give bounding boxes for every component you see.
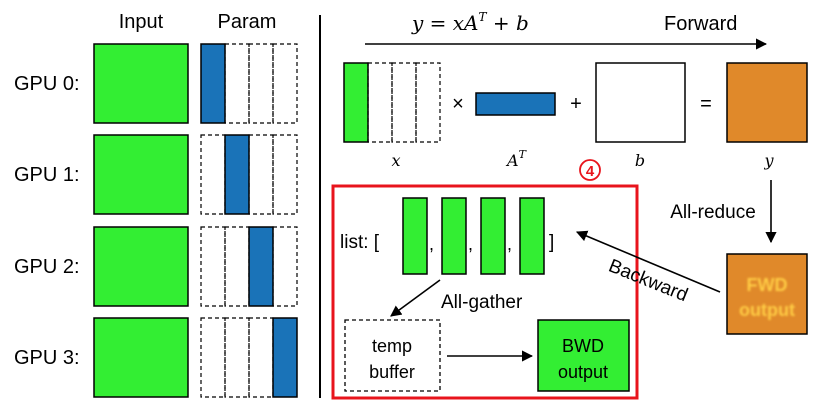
gpu-label: GPU 1: xyxy=(14,164,80,186)
param-slot xyxy=(224,43,250,124)
x-slot xyxy=(367,62,393,143)
forward-label: Forward xyxy=(664,13,737,35)
all-reduce-label: All-reduce xyxy=(670,202,756,223)
forward-equation: y = xAT + b xyxy=(411,10,529,35)
x-matrix xyxy=(343,62,441,143)
backward-highlight-box xyxy=(331,184,639,400)
temp-buffer-box xyxy=(344,319,441,392)
x-slot xyxy=(391,62,417,143)
input-header: Input xyxy=(119,11,164,33)
param-shard xyxy=(248,226,274,307)
y-label: y xyxy=(763,151,774,170)
all-gather-arrow xyxy=(390,279,441,317)
list-item xyxy=(519,197,545,275)
gpu-label: GPU 0: xyxy=(14,73,80,95)
b-label: b xyxy=(635,151,645,170)
at-label: AT xyxy=(505,148,528,170)
b-matrix xyxy=(595,62,686,143)
fwd-output-box xyxy=(726,253,808,335)
param-shard xyxy=(200,43,226,124)
x-shard-green xyxy=(343,62,369,143)
bwd-output-line2: output xyxy=(558,362,608,382)
list-suffix: ] xyxy=(549,232,554,253)
input-block xyxy=(93,43,189,124)
gpu-label: GPU 2: xyxy=(14,256,80,278)
gpu-row: GPU 3: xyxy=(14,317,298,398)
gpu-row: GPU 2: xyxy=(14,226,298,307)
list-item xyxy=(402,197,428,275)
param-slot xyxy=(272,226,298,307)
param-slot xyxy=(200,317,226,398)
bwd-output-box xyxy=(537,319,630,392)
list-prefix: list: [ xyxy=(340,232,380,253)
at-matrix xyxy=(475,92,556,116)
x-slot xyxy=(415,62,441,143)
backward-arrow xyxy=(575,230,721,293)
param-slot xyxy=(248,317,274,398)
param-shard xyxy=(224,134,250,215)
fwd-output-text: FWD output xyxy=(739,275,795,320)
input-block xyxy=(93,134,189,215)
svg-text:FWD: FWD xyxy=(747,275,788,295)
input-block xyxy=(93,226,189,307)
svg-text:output: output xyxy=(739,300,795,320)
input-block xyxy=(93,317,189,398)
equals-sign: = xyxy=(700,93,712,115)
bwd-output-line1: BWD xyxy=(562,336,604,356)
x-label: x xyxy=(391,151,400,170)
param-slot xyxy=(248,134,274,215)
param-shard xyxy=(272,317,298,398)
gathered-list: , , , xyxy=(402,197,545,275)
gpu-label: GPU 3: xyxy=(14,347,80,369)
param-slot xyxy=(272,134,298,215)
param-slot xyxy=(200,134,226,215)
list-comma: , xyxy=(507,234,512,254)
list-comma: , xyxy=(429,234,434,254)
all-gather-label: All-gather xyxy=(441,292,523,313)
y-matrix xyxy=(726,62,808,143)
gpu-row: GPU 0: xyxy=(14,43,298,124)
param-slot xyxy=(224,226,250,307)
param-slot xyxy=(200,226,226,307)
list-comma: , xyxy=(468,234,473,254)
temp-buffer-line2: buffer xyxy=(369,362,415,382)
gpu-rows: GPU 0: GPU 1: GPU 2: GPU 3: xyxy=(14,43,298,398)
param-slot xyxy=(248,43,274,124)
param-slot xyxy=(272,43,298,124)
equation-lhs: y = xAT + b xyxy=(411,10,529,35)
times-sign: × xyxy=(452,93,464,115)
plus-sign: + xyxy=(570,93,582,115)
svg-text:4: 4 xyxy=(586,163,595,180)
param-slot xyxy=(224,317,250,398)
list-item xyxy=(441,197,467,275)
temp-buffer-line1: temp xyxy=(372,336,412,356)
backward-label: Backward xyxy=(605,256,690,307)
step-badge: 4 xyxy=(579,159,601,181)
list-item xyxy=(480,197,506,275)
param-header: Param xyxy=(218,11,277,33)
gpu-row: GPU 1: xyxy=(14,134,298,215)
